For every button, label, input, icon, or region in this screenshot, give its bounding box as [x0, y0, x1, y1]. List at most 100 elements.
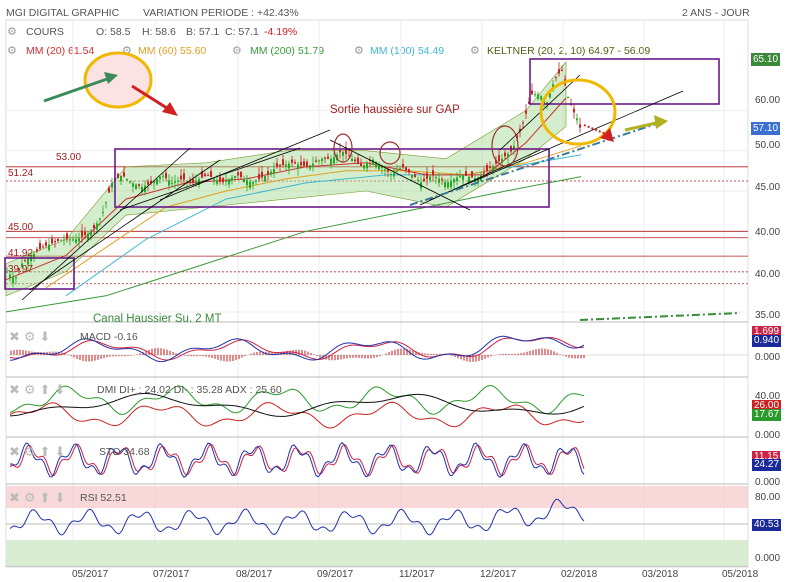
candle-body [507, 153, 509, 158]
macd-hist-bar [118, 355, 120, 357]
period-label[interactable]: 2 ANS - JOUR [682, 7, 750, 19]
indicator-panels [6, 335, 748, 566]
candle-body [18, 268, 20, 271]
price-tick: 35.00 [755, 310, 781, 321]
macd-hist-bar [193, 355, 195, 357]
macd-hist-bar [487, 355, 489, 358]
macd-hist-bar [124, 355, 126, 357]
macd-hist-bar [391, 350, 393, 355]
candle-body [123, 172, 125, 177]
legend-mm20[interactable]: MM (20) 61.54 [26, 45, 95, 57]
candle-body [147, 181, 149, 185]
gear-icon[interactable]: ⚙ [7, 45, 17, 57]
candle-body [309, 165, 311, 169]
cours-label: COURS [26, 26, 64, 38]
candle-body [366, 162, 368, 169]
gear-icon[interactable]: ⚙ [7, 26, 17, 38]
green-arrow [43, 76, 111, 103]
candle-body [243, 178, 245, 183]
sto-k-line [9, 441, 585, 478]
price-tick: 40.00 [755, 227, 781, 238]
candle-body [225, 180, 227, 182]
macd-hist-bar [316, 355, 318, 356]
price-tag-high: 65.10 [751, 53, 781, 66]
gear-icon[interactable]: ⚙ [232, 45, 242, 57]
macd-hist-bar [166, 349, 168, 355]
gear-icon[interactable]: ⚙ [354, 45, 364, 57]
macd-signal-line [9, 337, 585, 361]
macd-hist-bar [580, 355, 582, 359]
olive-arrow-head [654, 115, 668, 129]
macd-hist-bar [85, 355, 87, 362]
macd-hist-bar [172, 352, 174, 355]
candle-body [450, 180, 452, 188]
macd-panel-icons[interactable]: ✖⚙⬇ [9, 329, 55, 344]
sto-panel-icons[interactable]: ✖⚙⬆⬇ [9, 444, 70, 459]
candle-body [150, 180, 152, 184]
candle-body [393, 173, 395, 177]
candle-body [339, 150, 341, 153]
gear-icon[interactable]: ⚙ [122, 45, 132, 57]
macd-hist-bar [427, 353, 429, 355]
macd-hist-bar [541, 348, 543, 355]
red-arrow-head [162, 102, 178, 116]
candle-body [180, 175, 182, 180]
candle-body [432, 170, 434, 176]
macd-hist-bar [520, 353, 522, 355]
candle-body [54, 240, 56, 243]
candle-body [84, 231, 86, 236]
candle-body [237, 172, 239, 176]
legend-keltner[interactable]: KELTNER (20, 2, 10) 64.97 - 56.09 [487, 45, 651, 57]
candle-body [459, 175, 461, 178]
candle-body [330, 158, 332, 166]
macd-hist-bar [289, 350, 291, 355]
date-tick: 03/2018 [642, 569, 679, 580]
rsi-panel-icons[interactable]: ✖⚙⬆⬇ [9, 490, 70, 505]
macd-hist-bar [121, 355, 123, 357]
date-tick: 05/2017 [72, 569, 109, 580]
macd-hist-bar [301, 349, 303, 355]
candle-body [576, 118, 578, 121]
candle-body [93, 225, 95, 229]
candle-body [378, 164, 380, 170]
dmi-plus-line [9, 384, 585, 416]
macd-hist-bar [430, 353, 432, 355]
candle-body [279, 164, 281, 167]
macd-hist-bar [550, 350, 552, 355]
gear-icon[interactable]: ⚙ [470, 45, 480, 57]
macd-hist-bar [220, 355, 222, 361]
macd-hist-bar [214, 355, 216, 359]
macd-hist-bar [52, 351, 54, 355]
legend-mm200[interactable]: MM (200) 51.79 [250, 45, 325, 57]
candle-body [204, 173, 206, 176]
olive-arrow [624, 121, 657, 132]
candle-body [288, 163, 290, 169]
macd-hist-bar [187, 355, 189, 357]
candle-body [132, 183, 134, 187]
dmi-title: DMI DI+ : 24.02 DI- : 35.28 ADX : 25.60 [97, 384, 282, 396]
macd-hist-bar [232, 355, 234, 362]
candle-body [135, 184, 137, 190]
candle-body [534, 94, 536, 96]
candle-body [69, 239, 71, 241]
date-tick: 12/2017 [480, 569, 517, 580]
candle-body [285, 164, 287, 167]
macd-hist-bar [538, 348, 540, 355]
macd-tag-value: 0.940 [752, 335, 782, 347]
dmi-panel-icons[interactable]: ✖⚙⬆⬇ [9, 382, 70, 397]
macd-hist-bar [271, 352, 273, 355]
candle-body [528, 101, 530, 104]
macd-hist-bar [46, 351, 48, 355]
macd-hist-bar [460, 355, 462, 360]
macd-hist-bar [559, 354, 561, 355]
candle-body [195, 180, 197, 182]
sto-tag-2: 24.27 [752, 459, 782, 471]
trend-line [159, 129, 331, 201]
candle-body [381, 166, 383, 168]
candle-body [36, 249, 38, 252]
candle-body [174, 181, 176, 183]
legend-mm100[interactable]: MM (100) 54.49 [370, 45, 445, 57]
candle-body [162, 175, 164, 177]
candle-body [486, 165, 488, 171]
candle-body [234, 175, 236, 179]
